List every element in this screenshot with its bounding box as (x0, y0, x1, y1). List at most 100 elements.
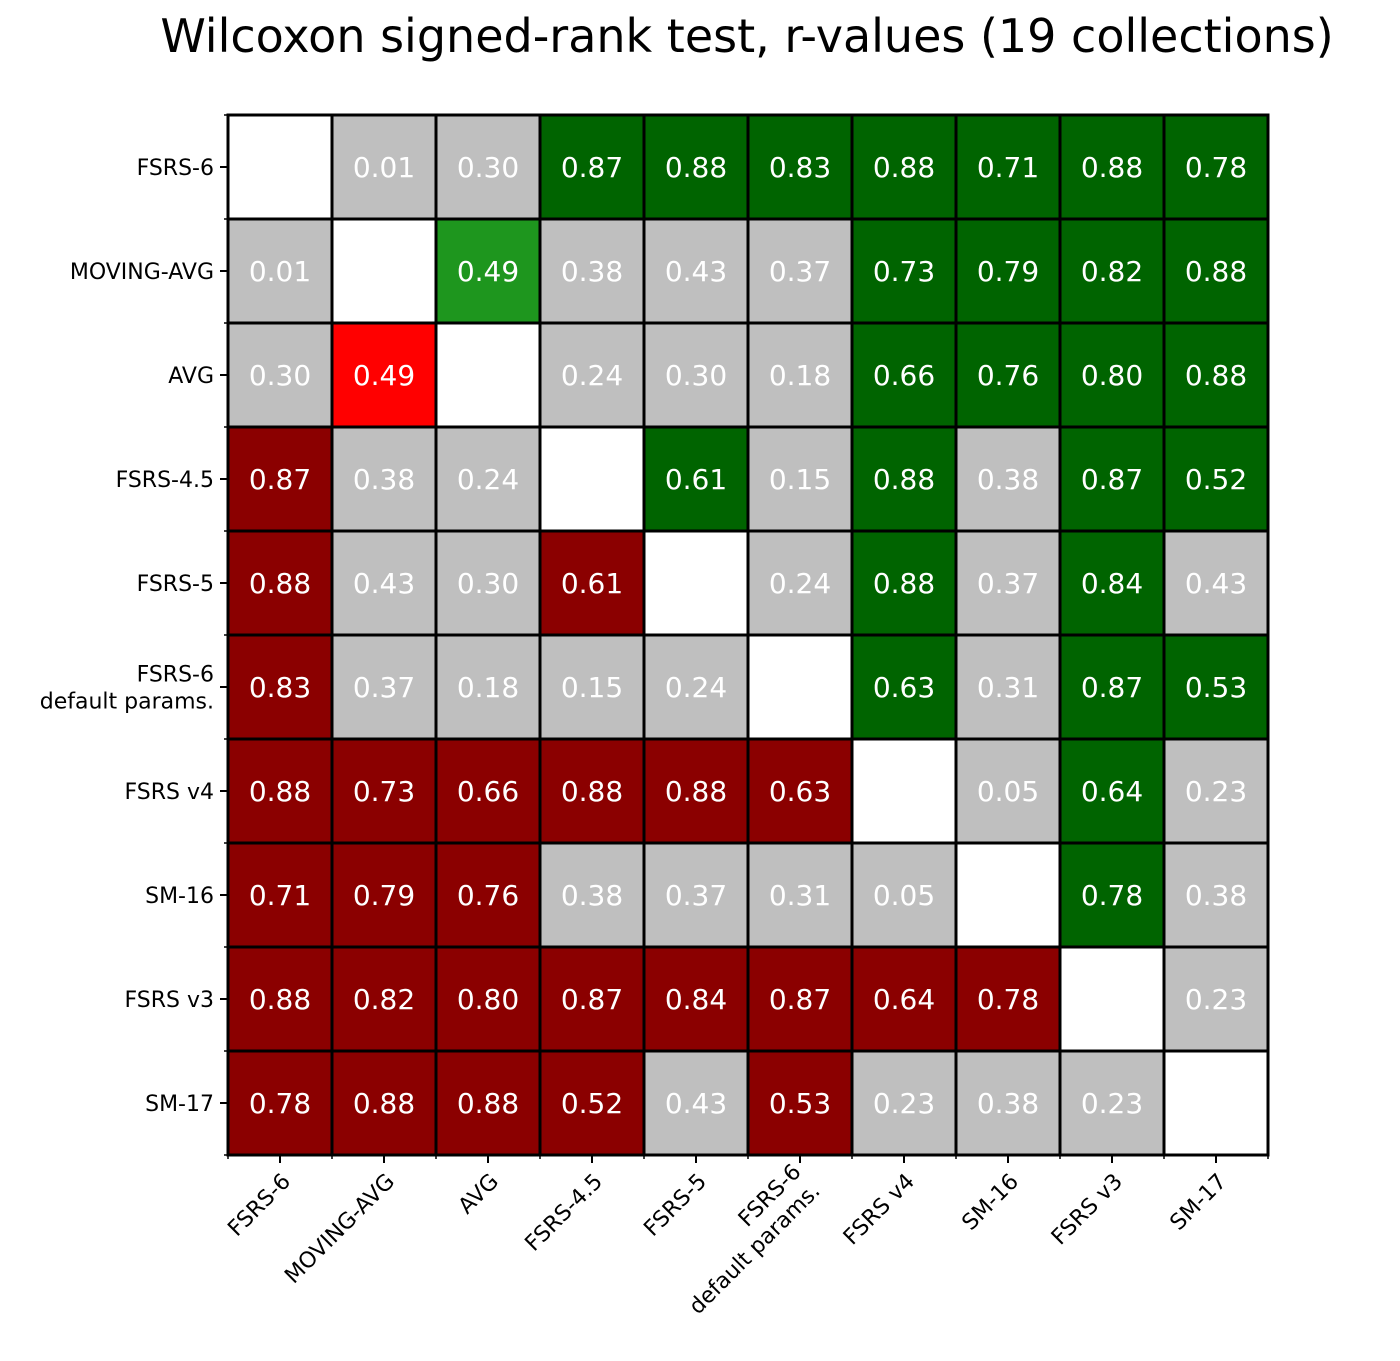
heatmap-cell (538, 217, 646, 325)
heatmap-cell (1058, 737, 1166, 845)
heatmap-cell (954, 1049, 1062, 1157)
heatmap-cell (434, 841, 542, 949)
heatmap-cell (1058, 217, 1166, 325)
cell-value-label: 0.01 (353, 151, 415, 184)
y-tick-label: FSRS v3 (125, 988, 215, 1013)
cell-value-label: 0.78 (1081, 879, 1143, 912)
cell-value-label: 0.53 (1185, 671, 1247, 704)
cell-value-label: 0.30 (457, 151, 519, 184)
cell-value-label: 0.24 (457, 463, 519, 496)
cell-value-label: 0.43 (1185, 567, 1247, 600)
x-tick-label: FSRS-6 (223, 1169, 295, 1241)
heatmap-cell (330, 217, 438, 325)
heatmap-cell (1058, 321, 1166, 429)
cell-value-label: 0.18 (457, 671, 519, 704)
heatmap-cell (850, 321, 958, 429)
cell-value-label: 0.66 (873, 359, 935, 392)
cell-value-label: 0.43 (665, 255, 727, 288)
cell-value-label: 0.23 (1185, 775, 1247, 808)
heatmap-cell (1058, 841, 1166, 949)
heatmap-cell (954, 113, 1062, 221)
cell-value-label: 0.24 (769, 567, 831, 600)
cell-value-label: 0.64 (873, 983, 935, 1016)
heatmap-cell (954, 841, 1062, 949)
x-tick-label: FSRS v3 (1047, 1169, 1128, 1250)
cell-value-label: 0.88 (1185, 255, 1247, 288)
cell-value-label: 0.53 (769, 1087, 831, 1120)
cell-value-label: 0.88 (873, 567, 935, 600)
cell-value-label: 0.38 (1185, 879, 1247, 912)
heatmap-cell (642, 1049, 750, 1157)
y-tick-label: FSRS-6 (137, 156, 214, 181)
heatmap-cell (538, 425, 646, 533)
cell-value-label: 0.88 (665, 775, 727, 808)
cell-value-label: 0.66 (457, 775, 519, 808)
cell-value-label: 0.37 (353, 671, 415, 704)
heatmap-cells (226, 113, 1270, 1157)
cell-value-label: 0.80 (457, 983, 519, 1016)
cell-value-label: 0.78 (249, 1087, 311, 1120)
cell-value-label: 0.23 (1185, 983, 1247, 1016)
heatmap-cell (1162, 1049, 1270, 1157)
heatmap-cell (1058, 529, 1166, 637)
cell-value-label: 0.61 (665, 463, 727, 496)
cell-value-label: 0.63 (873, 671, 935, 704)
x-tick-label: SM-16 (958, 1169, 1024, 1235)
heatmap-cell (746, 113, 854, 221)
cell-value-label: 0.18 (769, 359, 831, 392)
heatmap-cell (746, 737, 854, 845)
heatmap-cell (642, 529, 750, 637)
heatmap-cell (538, 737, 646, 845)
cell-value-label: 0.23 (873, 1087, 935, 1120)
cell-value-label: 0.87 (561, 151, 623, 184)
cell-value-label: 0.88 (873, 151, 935, 184)
heatmap-cell (746, 633, 854, 741)
cell-value-label: 0.52 (561, 1087, 623, 1120)
cell-value-label: 0.30 (665, 359, 727, 392)
x-tick-label: FSRS-5 (639, 1169, 711, 1241)
cell-value-label: 0.88 (457, 1087, 519, 1120)
cell-value-label: 0.82 (353, 983, 415, 1016)
cell-value-label: 0.80 (1081, 359, 1143, 392)
plot-frame (226, 113, 1270, 1157)
heatmap-cell (954, 737, 1062, 845)
cell-value-label: 0.61 (561, 567, 623, 600)
cell-value-label: 0.49 (457, 255, 519, 288)
cell-value-label: 0.43 (665, 1087, 727, 1120)
cell-value-label: 0.76 (457, 879, 519, 912)
cell-value-label: 0.64 (1081, 775, 1143, 808)
x-tick-label: FSRS v4 (839, 1169, 920, 1250)
heatmap-cell (850, 737, 958, 845)
x-tick-label: AVG (454, 1169, 504, 1219)
heatmap-cell (226, 633, 334, 741)
cell-value-label: 0.52 (1185, 463, 1247, 496)
heatmap-cell (434, 633, 542, 741)
cell-value-label: 0.84 (1081, 567, 1143, 600)
y-tick-label: FSRS v4 (125, 780, 215, 805)
y-tick-label: FSRS-4.5 (116, 468, 214, 493)
heatmap-cell (954, 529, 1062, 637)
cell-value-label: 0.78 (1185, 151, 1247, 184)
heatmap-cell (642, 945, 750, 1053)
heatmap-cell (226, 113, 334, 221)
cell-value-label: 0.88 (873, 463, 935, 496)
cell-value-label: 0.15 (561, 671, 623, 704)
cell-value-label: 0.24 (665, 671, 727, 704)
heatmap-cell (850, 841, 958, 949)
cell-value-label: 0.79 (353, 879, 415, 912)
heatmap-cell-labels: 0.01 0.30 0.87 0.88 0.83 0.88 0.71 0.88 0.78 0.01… (249, 151, 1247, 1120)
x-tick-label: FSRS-4.5 (521, 1169, 608, 1256)
heatmap-cell (850, 945, 958, 1053)
heatmap-cell (746, 217, 854, 325)
heatmap-cell (226, 737, 334, 845)
heatmap-cell (850, 217, 958, 325)
cell-value-label: 0.87 (1081, 671, 1143, 704)
cell-value-label: 0.88 (665, 151, 727, 184)
cell-value-label: 0.87 (561, 983, 623, 1016)
heatmap-cell (538, 841, 646, 949)
cell-value-label: 0.30 (457, 567, 519, 600)
heatmap-cell (330, 841, 438, 949)
y-tick-label: SM-17 (145, 1092, 214, 1117)
cell-value-label: 0.38 (977, 1087, 1039, 1120)
